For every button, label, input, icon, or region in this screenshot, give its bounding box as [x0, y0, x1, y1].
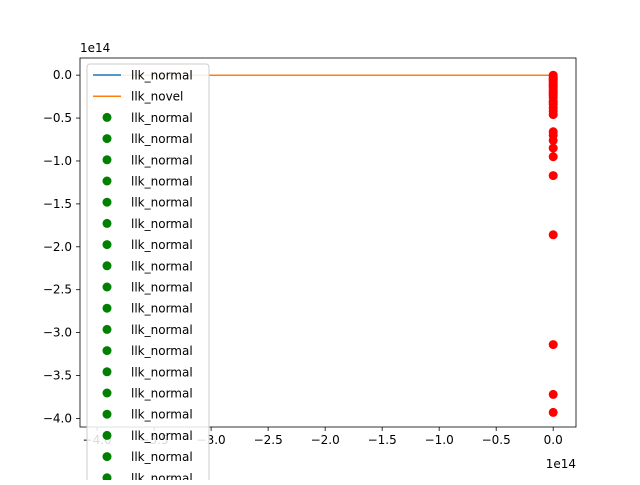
scatter-point	[548, 89, 558, 99]
legend-label: llk_normal	[131, 132, 193, 146]
legend-marker-swatch	[102, 346, 112, 356]
legend-label: llk_normal	[131, 153, 193, 167]
legend-marker-swatch	[102, 134, 112, 144]
scatter-point	[548, 143, 558, 153]
legend-marker-swatch	[102, 430, 112, 440]
x-tick-label: −2.5	[254, 433, 283, 447]
legend-marker-swatch	[102, 282, 112, 292]
y-tick-label: −4.0	[43, 411, 72, 425]
legend-marker-swatch	[102, 367, 112, 377]
legend-label: llk_normal	[131, 259, 193, 273]
legend-label: llk_normal	[131, 238, 193, 252]
legend-label: llk_normal	[131, 281, 193, 295]
legend-label: llk_normal	[131, 323, 193, 337]
y-tick-label: −2.0	[43, 240, 72, 254]
legend-label: llk_normal	[131, 69, 193, 83]
x-tick-label: −2.0	[311, 433, 340, 447]
scatter-point	[548, 75, 558, 84]
legend-marker-swatch	[102, 324, 112, 334]
legend-label: llk_normal	[131, 450, 193, 464]
y-offset-label: 1e14	[80, 41, 110, 55]
legend-label: llk_normal	[131, 111, 193, 125]
x-offset-label: 1e14	[546, 457, 576, 471]
x-tick-label: −1.5	[368, 433, 397, 447]
x-tick-label: −1.0	[425, 433, 454, 447]
scatter-point	[548, 98, 558, 108]
y-tick-label: −3.0	[43, 326, 72, 340]
y-tick-label: −2.5	[43, 283, 72, 297]
scatter-point	[548, 389, 558, 399]
legend-label: llk_normal	[131, 196, 193, 210]
legend-label: llk_normal	[131, 217, 193, 231]
legend-label: llk_normal	[131, 429, 193, 443]
legend-marker-swatch	[102, 155, 112, 165]
y-tick-label: −0.5	[43, 111, 72, 125]
scatter-point	[548, 230, 558, 240]
legend-marker-swatch	[102, 218, 112, 228]
scatter-point	[548, 110, 558, 120]
legend-marker-swatch	[102, 176, 112, 186]
scatter-point	[548, 340, 558, 350]
legend-marker-swatch	[102, 261, 112, 271]
scatter-point	[548, 152, 558, 162]
legend-marker-swatch	[102, 452, 112, 462]
legend-marker-swatch	[102, 197, 112, 207]
legend: llk_normalllk_novelllk_normalllk_normall…	[86, 63, 210, 485]
y-tick-label: −1.5	[43, 197, 72, 211]
legend-marker-swatch	[102, 303, 112, 313]
y-tick-label: −3.5	[43, 369, 72, 383]
legend-marker-swatch	[102, 388, 112, 398]
y-tick-label: 0.0	[53, 68, 72, 82]
x-tick-label: −0.5	[482, 433, 511, 447]
legend-label: llk_normal	[131, 408, 193, 422]
legend-label: llk_normal	[131, 175, 193, 189]
legend-marker-swatch	[102, 112, 112, 122]
scatter-point	[548, 171, 558, 181]
scatter-point	[548, 81, 558, 91]
legend-label: llk_normal	[131, 344, 193, 358]
legend-marker-swatch	[102, 409, 112, 419]
legend-label: llk_normal	[131, 387, 193, 401]
scatter-point	[548, 135, 558, 145]
legend-label: llk_normal	[131, 471, 193, 480]
legend-marker-swatch	[102, 240, 112, 250]
axes-frame	[79, 57, 577, 428]
x-tick-label: 0.0	[544, 433, 563, 447]
legend-label: llk_normal	[131, 365, 193, 379]
scatter-point	[548, 407, 558, 417]
y-tick-label: −1.0	[43, 154, 72, 168]
legend-label: llk_novel	[131, 90, 183, 104]
legend-label: llk_normal	[131, 302, 193, 316]
legend-box	[86, 63, 210, 485]
